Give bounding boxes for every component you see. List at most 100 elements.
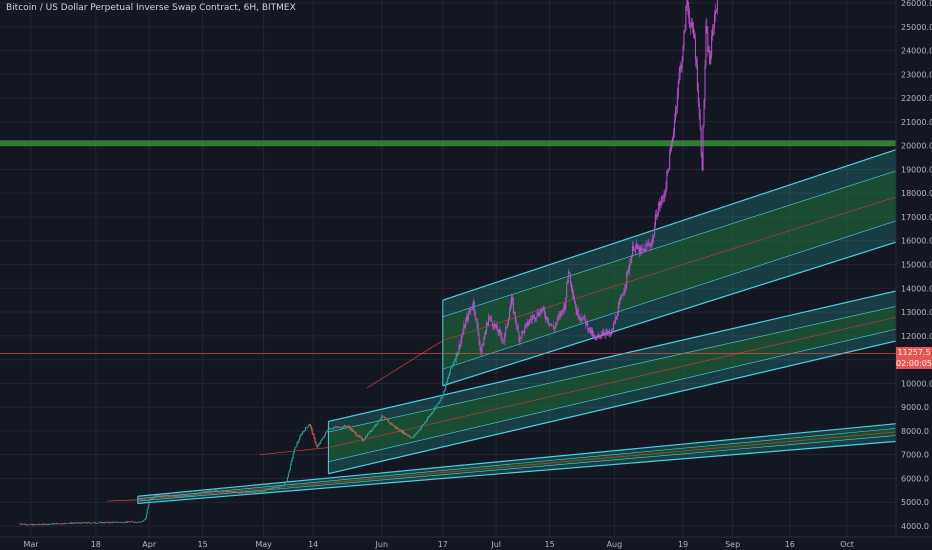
- candle-body: [427, 417, 429, 421]
- candle-body: [657, 207, 659, 215]
- candle-body: [363, 440, 365, 442]
- candle-body: [516, 326, 518, 327]
- candle-body: [237, 492, 239, 493]
- candle-body: [447, 378, 449, 382]
- candle-body: [379, 419, 381, 421]
- candle-body: [700, 128, 702, 153]
- candle-body: [256, 490, 258, 492]
- candle-body: [692, 22, 694, 28]
- candle-body: [213, 490, 215, 492]
- candle-body: [273, 487, 275, 489]
- candle-body: [551, 325, 553, 327]
- candle-body: [407, 435, 409, 437]
- candle-body: [487, 323, 489, 325]
- candle-body: [473, 301, 475, 312]
- candle-body: [703, 100, 705, 126]
- candle-body: [421, 425, 423, 428]
- candle-body: [217, 490, 219, 492]
- price-tick-label: 24000.0: [901, 47, 932, 56]
- candle-body: [613, 322, 615, 324]
- candle-body: [398, 428, 400, 431]
- candle-body: [319, 443, 321, 444]
- candle-body: [344, 425, 346, 428]
- candle-body: [99, 522, 101, 523]
- candle-body: [474, 311, 476, 319]
- candle-body: [198, 493, 200, 494]
- candle-body: [78, 522, 80, 524]
- candle-body: [239, 492, 241, 494]
- resistance-line: [0, 140, 896, 147]
- candle-body: [665, 187, 667, 192]
- candle-body: [462, 332, 464, 336]
- candle-body: [203, 492, 205, 493]
- candle-body: [449, 367, 451, 373]
- candle-body: [154, 495, 156, 498]
- candle-body: [459, 344, 461, 347]
- candle-body: [34, 524, 36, 525]
- price-tick-label: 17000.0: [901, 213, 932, 222]
- candle-body: [627, 269, 629, 273]
- candle-body: [666, 171, 668, 188]
- candle-body: [586, 322, 588, 326]
- candle-body: [51, 523, 53, 525]
- candle-body: [140, 521, 142, 523]
- candle-body: [27, 524, 29, 526]
- candle-body: [24, 524, 26, 525]
- candle-body: [661, 196, 663, 202]
- candle-body: [225, 491, 227, 492]
- candle-body: [463, 325, 465, 333]
- candle-body: [514, 312, 516, 321]
- candle-body: [354, 431, 356, 433]
- candle-body: [41, 524, 43, 526]
- candle-body: [249, 491, 251, 493]
- candle-body: [570, 273, 572, 284]
- candle-body: [44, 523, 46, 525]
- candle-body: [143, 519, 145, 521]
- candle-body: [440, 397, 442, 401]
- candle-body: [145, 513, 147, 519]
- candle-body: [580, 317, 582, 320]
- candle-body: [58, 523, 60, 525]
- candle-body: [405, 432, 407, 435]
- candle-body: [409, 436, 411, 438]
- candle-body: [503, 340, 505, 342]
- candle-body: [403, 431, 405, 434]
- candle-body: [591, 329, 593, 334]
- candle-body: [197, 493, 199, 494]
- candle-body: [543, 307, 545, 312]
- candle-body: [400, 430, 402, 432]
- candle-body: [129, 521, 131, 523]
- candle-body: [611, 330, 613, 335]
- candle-body: [322, 438, 324, 440]
- candle-body: [133, 522, 135, 523]
- candle-body: [265, 489, 267, 491]
- candle-body: [120, 522, 122, 523]
- candle-body: [159, 495, 161, 497]
- candle-body: [624, 288, 626, 291]
- candle-body: [571, 283, 573, 289]
- candle-body: [590, 327, 592, 334]
- candle-body: [49, 524, 51, 525]
- time-tick-label: 14: [308, 540, 318, 549]
- candle-body: [160, 495, 162, 497]
- candle-body: [414, 434, 416, 436]
- candle-body: [271, 487, 273, 489]
- candle-body: [166, 494, 168, 497]
- candle-body: [545, 316, 547, 320]
- candle-body: [497, 330, 499, 334]
- channel-band-2: [442, 145, 909, 386]
- candle-body: [542, 307, 544, 309]
- candle-body: [214, 489, 216, 491]
- candle-body: [395, 427, 397, 428]
- candle-body: [711, 35, 713, 56]
- candle-body: [62, 523, 64, 525]
- candle-body: [643, 248, 645, 250]
- candle-body: [674, 109, 676, 121]
- candle-body: [356, 435, 358, 437]
- candle-body: [499, 329, 501, 332]
- candle-body: [507, 322, 509, 328]
- candle-body: [261, 491, 263, 493]
- candle-body: [161, 495, 163, 497]
- candle-body: [471, 307, 473, 310]
